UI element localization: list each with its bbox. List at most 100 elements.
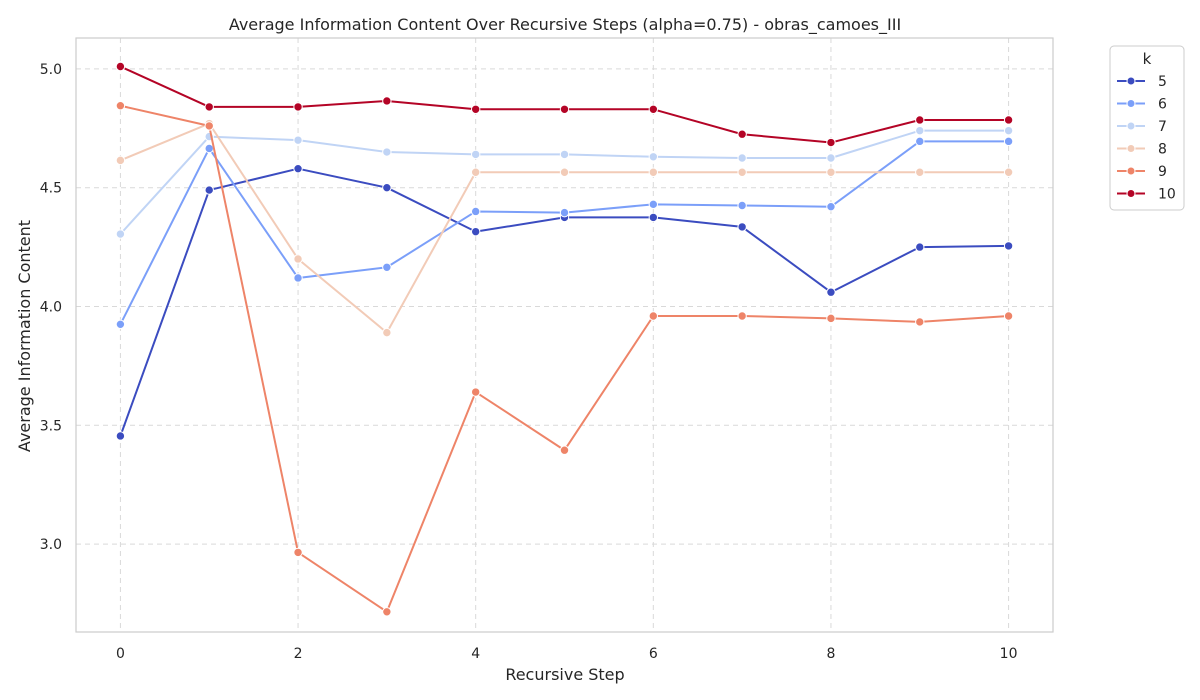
data-point: [115, 431, 126, 441]
legend-label: 5: [1158, 74, 1167, 90]
y-tick-label: 5.0: [40, 62, 62, 78]
data-point: [382, 182, 392, 193]
data-point: [115, 101, 126, 111]
data-point: [204, 185, 214, 195]
data-point: [382, 607, 392, 617]
legend-marker: [1126, 121, 1136, 131]
data-point: [470, 167, 481, 177]
data-point: [382, 262, 392, 272]
legend-title: k: [1143, 50, 1152, 68]
data-point: [204, 102, 214, 112]
series-k-9: [115, 101, 1014, 617]
data-point: [648, 311, 659, 321]
data-point: [915, 242, 925, 252]
data-point: [737, 222, 747, 232]
data-point: [115, 155, 126, 166]
data-point: [559, 104, 570, 114]
series-k-10: [115, 61, 1014, 148]
data-point: [470, 149, 481, 160]
legend-item-k-9: 9: [1117, 164, 1167, 180]
data-point: [293, 273, 303, 283]
data-point: [826, 167, 836, 177]
data-point: [470, 226, 481, 237]
y-axis-title: Average Information Content: [15, 220, 34, 452]
x-tick-label: 6: [649, 646, 658, 662]
data-point: [293, 135, 303, 145]
legend-items: 5 6 7 8 9 10: [1117, 74, 1176, 203]
data-point: [1003, 125, 1014, 136]
data-point: [826, 313, 836, 324]
data-point: [737, 311, 747, 321]
y-tick-label: 3.0: [40, 537, 62, 553]
data-point: [559, 149, 570, 160]
y-tick-label: 4.5: [40, 181, 62, 197]
legend-marker: [1126, 76, 1136, 86]
x-tick-label: 10: [1000, 646, 1018, 662]
data-point: [915, 136, 925, 147]
y-axis-ticks: 3.0 3.5 4.0 4.5 5.0: [40, 62, 62, 553]
series-group: [115, 61, 1014, 617]
data-point: [915, 317, 925, 327]
legend-label: 6: [1158, 97, 1167, 113]
data-point: [382, 327, 392, 338]
legend-label: 10: [1158, 187, 1176, 203]
data-point: [915, 125, 925, 136]
legend-label: 8: [1158, 142, 1167, 158]
data-point: [293, 163, 303, 174]
legend-marker: [1126, 189, 1136, 198]
chart-title: Average Information Content Over Recursi…: [229, 15, 901, 35]
data-point: [470, 206, 481, 217]
data-point: [293, 547, 303, 558]
plot-frame: [75, 37, 1054, 633]
legend-item-k-7: 7: [1117, 119, 1167, 135]
data-point: [826, 137, 836, 148]
legend: k 5 6 7 8 9 10: [1109, 45, 1185, 211]
data-point: [915, 167, 925, 177]
data-point: [648, 212, 659, 223]
data-point: [115, 229, 126, 239]
data-point: [559, 207, 570, 218]
data-point: [1003, 136, 1014, 147]
x-axis-title: Recursive Step: [505, 665, 624, 684]
data-point: [737, 153, 747, 163]
data-point: [826, 201, 836, 212]
data-point: [648, 152, 659, 162]
data-point: [204, 143, 214, 154]
data-point: [737, 167, 747, 177]
y-tick-label: 4.0: [40, 299, 62, 315]
x-tick-label: 0: [116, 646, 125, 662]
x-axis-ticks: 0 2 4 6 8 10: [116, 646, 1018, 662]
data-point: [470, 387, 481, 397]
data-point: [382, 96, 392, 106]
data-point: [115, 61, 126, 72]
data-point: [559, 167, 570, 177]
legend-item-k-5: 5: [1117, 74, 1167, 90]
y-tick-label: 3.5: [40, 418, 62, 434]
data-point: [737, 129, 747, 139]
legend-label: 7: [1158, 119, 1167, 135]
data-point: [1003, 115, 1014, 125]
legend-label: 9: [1158, 164, 1167, 180]
data-point: [648, 104, 659, 114]
data-point: [826, 287, 836, 297]
x-tick-label: 2: [294, 646, 303, 662]
data-point: [293, 254, 303, 264]
data-point: [737, 200, 747, 211]
data-point: [559, 445, 570, 455]
x-tick-label: 8: [826, 646, 835, 662]
legend-marker: [1126, 166, 1136, 176]
legend-marker: [1126, 99, 1136, 108]
series-k-6: [115, 136, 1014, 330]
legend-marker: [1126, 144, 1136, 153]
data-point: [826, 153, 836, 163]
legend-item-k-10: 10: [1117, 187, 1176, 203]
data-point: [915, 115, 925, 125]
legend-item-k-6: 6: [1117, 97, 1167, 113]
data-point: [648, 199, 659, 210]
legend-item-k-8: 8: [1117, 142, 1167, 158]
legend-box: [1109, 45, 1185, 211]
data-point: [204, 121, 214, 131]
x-tick-label: 4: [471, 646, 480, 662]
